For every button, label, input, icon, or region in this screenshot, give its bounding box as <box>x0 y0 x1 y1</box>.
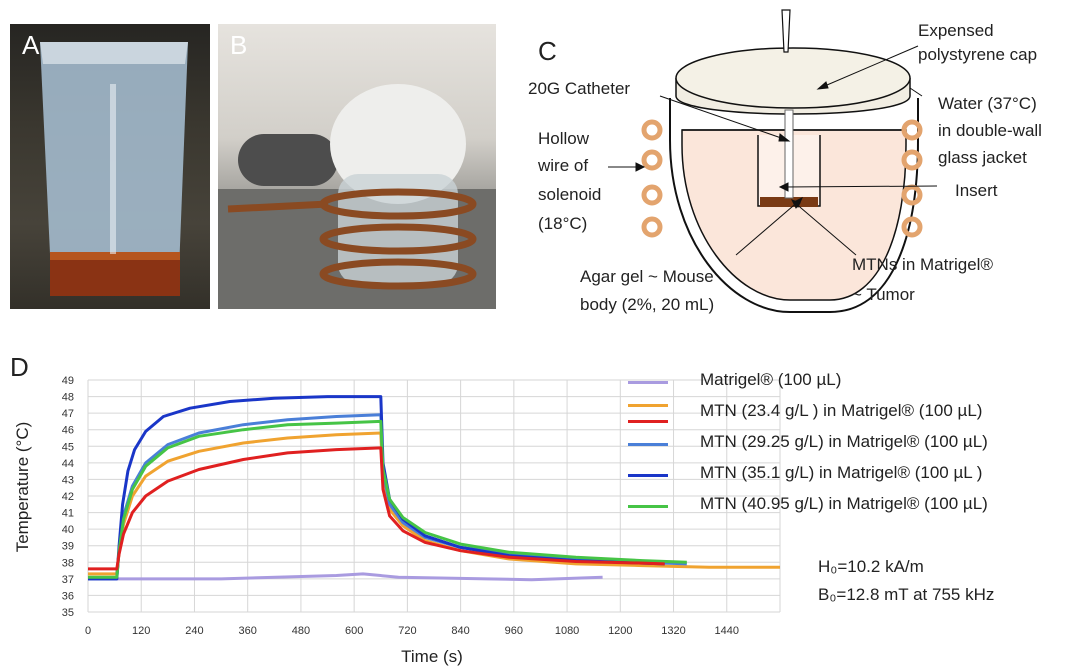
panel-d-letter: D <box>10 352 29 382</box>
water-label-line1: Water (37°C) <box>938 94 1037 113</box>
legend-swatch <box>628 381 668 384</box>
agar-label-line1: Agar gel ~ Mouse <box>580 267 714 286</box>
solenoid-ring-icon <box>901 119 923 141</box>
x-tick-labels: 0 120 240 360 480 600 720 840 960 1080 1200 1320 144… <box>85 625 739 637</box>
legend-swatch <box>628 474 668 477</box>
insert-label: Insert <box>955 181 998 200</box>
chart-series <box>88 395 780 582</box>
agar-gel <box>681 129 907 301</box>
x-tick-label: 1080 <box>555 625 579 637</box>
temperature-chart: 35 36 37 38 39 40 41 42 43 44 45 46 47 48 49 0 120 240 36… <box>13 375 781 666</box>
x-tick-label: 0 <box>85 625 91 637</box>
cap-label-line1: Expensed <box>918 21 994 40</box>
legend-swatch <box>628 505 668 508</box>
x-tick-label: 960 <box>505 625 523 637</box>
x-tick-label: 120 <box>132 625 150 637</box>
panel-a-letter: A <box>22 30 40 60</box>
catheter <box>784 109 794 199</box>
x-tick-label: 840 <box>451 625 469 637</box>
y-tick-label: 46 <box>62 425 74 437</box>
y-tick-label: 37 <box>62 574 74 586</box>
y-tick-label: 42 <box>62 491 74 503</box>
y-tick-label: 48 <box>62 392 74 404</box>
mtn-sample <box>760 197 818 207</box>
solenoid-ring-icon <box>901 149 923 171</box>
agar-label-line2: body (2%, 20 mL) <box>580 295 715 314</box>
solenoid-label-line3: solenoid <box>538 185 602 204</box>
field-strength-label: H₀=10.2 kA/m <box>818 557 924 576</box>
solenoid-ring-icon <box>641 119 663 141</box>
setup-diagram <box>608 9 938 313</box>
y-tick-label: 43 <box>62 474 74 486</box>
y-axis-label: Temperature (°C) <box>13 422 32 553</box>
solenoid-label-line2: wire of <box>538 156 589 175</box>
cap-label-line2: polystyrene cap <box>918 45 1038 64</box>
series-line-5 <box>88 446 665 571</box>
panel-c-letter: C <box>538 36 557 66</box>
y-tick-label: 40 <box>62 524 74 536</box>
solenoid-ring-icon <box>641 149 663 171</box>
y-tick-label: 39 <box>62 541 74 553</box>
series-line-3 <box>88 395 665 581</box>
series-line-2 <box>88 413 687 581</box>
legend-label: Matrigel® (100 µL) <box>700 370 842 389</box>
photo-panel-a: A <box>10 24 210 309</box>
water-label-line3: glass jacket <box>938 148 1027 167</box>
x-tick-label: 1440 <box>715 625 739 637</box>
legend-label: MTN (29.25 g/L) in Matrigel® (100 µL) <box>700 432 988 451</box>
y-tick-label: 38 <box>62 557 74 569</box>
catheter-label: 20G Catheter <box>528 79 631 98</box>
y-tick-label: 47 <box>62 408 74 420</box>
y-tick-label: 49 <box>62 375 74 387</box>
polystyrene-cap <box>675 47 911 109</box>
legend-swatch <box>628 420 668 423</box>
field-amplitude-label: B₀=12.8 mT at 755 kHz <box>818 585 995 604</box>
x-tick-label: 240 <box>185 625 203 637</box>
solenoid-label-line4: (18°C) <box>538 214 588 233</box>
legend-swatch <box>628 443 668 446</box>
y-tick-label: 35 <box>62 607 74 619</box>
mtn-label-line2: ~ Tumor <box>852 285 915 304</box>
x-tick-label: 1200 <box>608 625 632 637</box>
series-line-0 <box>88 572 603 582</box>
beaker-illustration <box>40 42 188 296</box>
y-tick-label: 45 <box>62 441 74 453</box>
mtn-label-line1: MTNs in Matrigel® <box>852 255 993 274</box>
solenoid-label-line1: Hollow <box>538 129 590 148</box>
legend-label: MTN (35.1 g/L) in Matrigel® (100 µL ) <box>700 463 983 482</box>
x-tick-label: 480 <box>292 625 310 637</box>
solenoid-setup-illustration <box>218 84 496 309</box>
series-line-4 <box>88 419 687 579</box>
chart-grid <box>87 379 781 613</box>
x-tick-label: 600 <box>345 625 363 637</box>
solenoid-ring-icon <box>901 216 923 238</box>
legend-swatch <box>628 404 668 407</box>
y-tick-label: 36 <box>62 590 74 602</box>
x-axis-label: Time (s) <box>401 647 463 666</box>
x-tick-label: 720 <box>398 625 416 637</box>
x-tick-label: 360 <box>239 625 257 637</box>
panel-b-letter: B <box>230 30 248 60</box>
y-tick-label: 41 <box>62 508 74 520</box>
y-tick-labels: 35 36 37 38 39 40 41 42 43 44 45 46 47 48 49 <box>62 375 74 619</box>
series-line-1 <box>88 431 780 576</box>
solenoid-ring-icon <box>901 184 923 206</box>
legend-label: MTN (40.95 g/L) in Matrigel® (100 µL) <box>700 494 988 513</box>
water-label-line2: in double-wall <box>938 121 1042 140</box>
solenoid-ring-icon <box>641 216 663 238</box>
solenoid-ring-icon <box>641 184 663 206</box>
photo-panel-b: B <box>218 24 496 309</box>
y-tick-label: 44 <box>62 458 74 470</box>
legend-label: MTN (23.4 g/L ) in Matrigel® (100 µL) <box>700 401 983 420</box>
needle <box>781 9 791 53</box>
x-tick-label: 1320 <box>661 625 685 637</box>
